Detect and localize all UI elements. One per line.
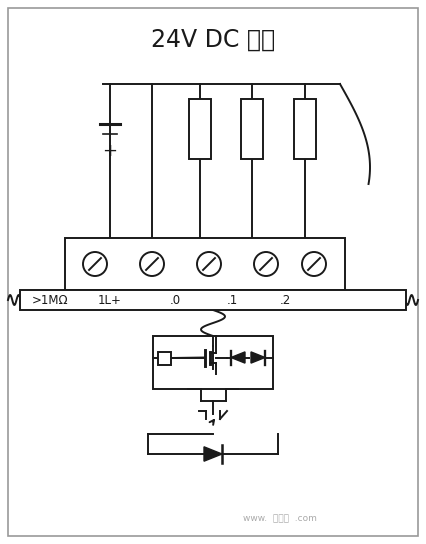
Bar (153, 336, 273, 389)
Circle shape (83, 252, 107, 276)
Text: www.  插线图  .com: www. 插线图 .com (243, 515, 317, 523)
Text: 24V DC 输出: 24V DC 输出 (151, 28, 275, 52)
Polygon shape (204, 447, 222, 461)
Circle shape (140, 252, 164, 276)
Text: .2: .2 (279, 294, 291, 306)
Text: .0: .0 (170, 294, 181, 306)
Polygon shape (231, 352, 245, 363)
Bar (241, 99, 263, 159)
Bar (65, 238, 345, 290)
Bar (294, 99, 316, 159)
Text: >1MΩ: >1MΩ (32, 294, 68, 306)
Text: .1: .1 (226, 294, 238, 306)
Polygon shape (251, 352, 265, 363)
Circle shape (302, 252, 326, 276)
Circle shape (197, 252, 221, 276)
Text: 1L+: 1L+ (98, 294, 122, 306)
Bar (158, 351, 171, 364)
Bar (20, 290, 406, 310)
Circle shape (254, 252, 278, 276)
Text: +: + (103, 142, 118, 160)
Bar (189, 99, 211, 159)
